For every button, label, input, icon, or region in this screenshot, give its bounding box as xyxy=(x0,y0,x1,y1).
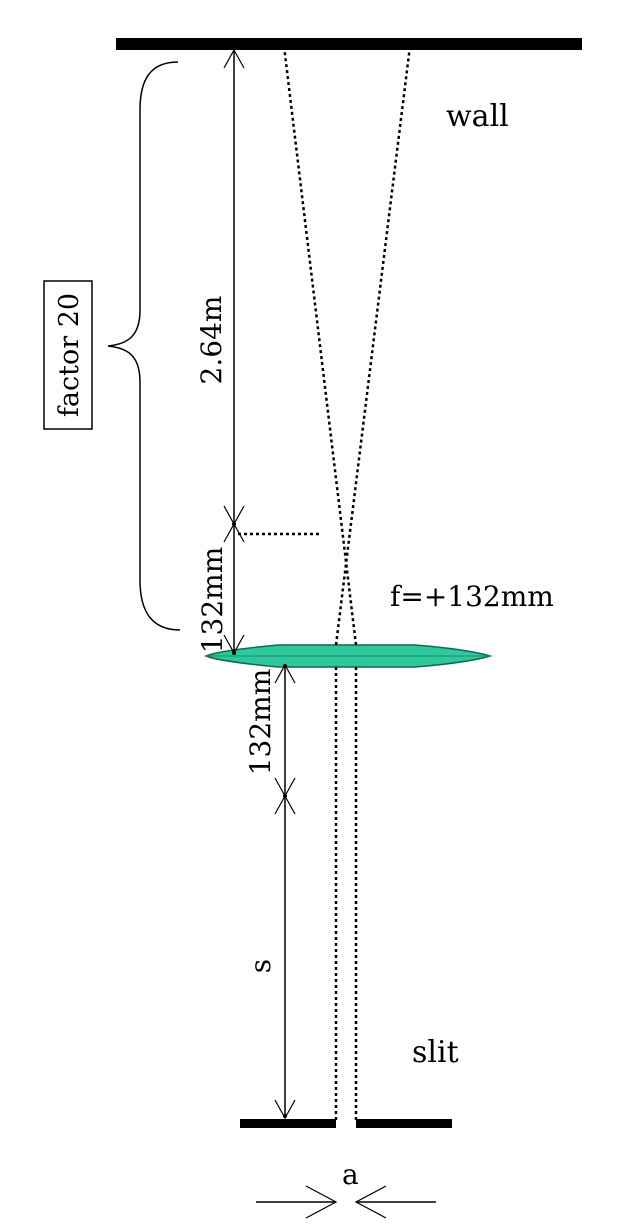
slit-width-label: a xyxy=(342,1158,359,1191)
slit-point-dot xyxy=(283,1114,287,1118)
lens-point-dot-lower xyxy=(283,664,287,668)
slit-distance-label: s xyxy=(244,959,277,973)
mid-point-dot xyxy=(283,794,287,798)
slit-label: slit xyxy=(412,1035,459,1070)
lens-focal-label: f=+132mm xyxy=(390,580,554,613)
slit-width-arrow-right xyxy=(354,1185,387,1219)
beam-upper-left xyxy=(334,45,412,646)
factor-label: factor 20 xyxy=(54,293,85,417)
distance-far-label: 2.64m xyxy=(195,296,228,385)
focal-length-lower-label: 132mm xyxy=(244,669,277,776)
arrow-wall-top xyxy=(223,48,245,69)
focal-length-upper-label: 132mm xyxy=(196,547,229,654)
wall-bar xyxy=(116,38,582,50)
lens xyxy=(204,644,493,668)
factor-label-box xyxy=(43,280,93,430)
beam-upper-right xyxy=(282,45,358,646)
focal-point-dot xyxy=(232,522,236,526)
lens-point-dot-upper xyxy=(232,651,236,655)
factor-label-group: factor 20 xyxy=(43,280,93,430)
slit-bar-left xyxy=(240,1119,336,1128)
factor-brace xyxy=(107,61,181,631)
slit-bar-right xyxy=(356,1119,452,1128)
slit-width-arrow-left xyxy=(305,1185,338,1219)
wall-label: wall xyxy=(446,99,509,134)
